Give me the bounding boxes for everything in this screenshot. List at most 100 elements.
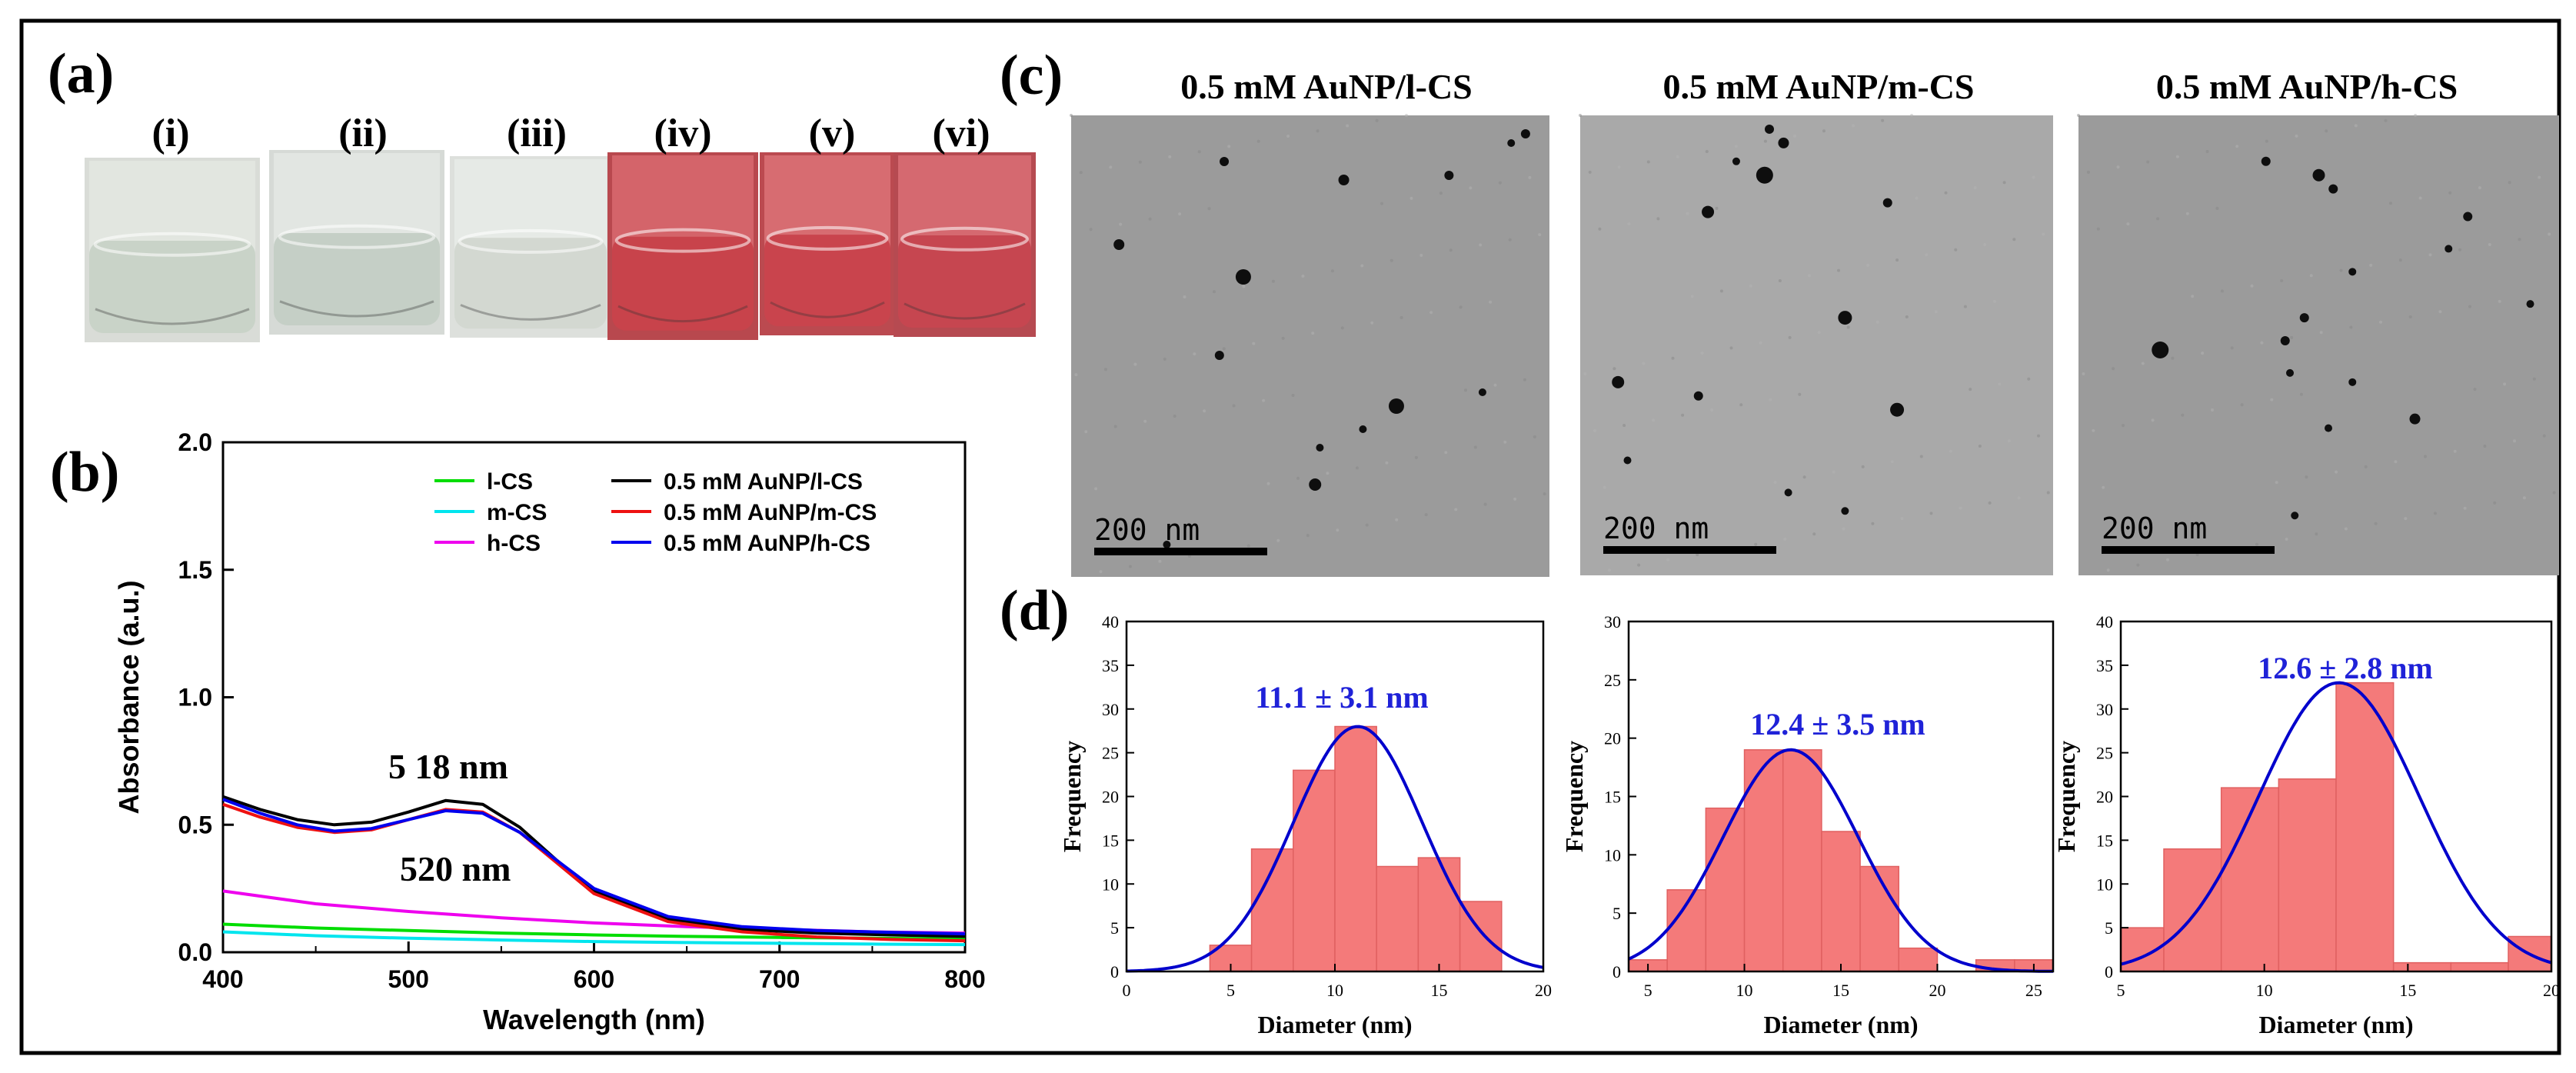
nanoparticle (2526, 300, 2534, 308)
tem-noise-grain (2309, 274, 2313, 278)
tem-noise-grain (1700, 352, 1704, 355)
histogram-bar (1705, 807, 1746, 972)
tem-noise-grain (2498, 299, 2501, 303)
tem-noise-grain (2478, 186, 2481, 190)
tem-noise-grain (1734, 145, 1738, 148)
tem-noise-grain (1875, 320, 1879, 324)
tem-noise-grain (2488, 243, 2491, 246)
tem-noise-grain (2037, 434, 2040, 438)
tem-noise-grain (2344, 527, 2348, 531)
tem-noise-grain (1666, 558, 1670, 561)
tem-noise-grain (1637, 563, 1641, 567)
tem-noise-grain (2126, 222, 2130, 226)
tem-noise-grain (1094, 487, 1098, 491)
tem-noise-grain (1852, 124, 1855, 128)
scale-bar-label: 200 nm (2102, 512, 2207, 545)
y-tick-label: 20 (1102, 788, 1119, 807)
x-tick-label: 25 (2025, 981, 2042, 1000)
x-tick-label: 20 (1535, 981, 1552, 1000)
x-axis-label: Diameter (nm) (1763, 1011, 1918, 1038)
histogram-1: 0 5 10 15 20 0 5 10 15 20 25 30 35 40 Diameter (nm) Fre… (1058, 612, 1552, 1038)
tem-noise-grain (2522, 496, 2526, 500)
tem-noise-grain (1286, 135, 1290, 138)
scale-bar-label: 200 nm (1603, 512, 1709, 545)
vial-liquid (612, 236, 754, 331)
nanoparticle (2445, 245, 2453, 253)
tem-noise-grain (1627, 222, 1631, 226)
x-tick-label: 15 (1431, 981, 1448, 1000)
y-tick-label: 35 (1102, 656, 1119, 675)
tem-noise-grain (1128, 565, 1132, 568)
tem-noise-grain (1252, 342, 1256, 345)
y-tick-label: 40 (1102, 612, 1119, 631)
tem-noise-grain (1983, 243, 1987, 246)
tem-noise-grain (1276, 538, 1280, 542)
tem-noise-grain (2398, 258, 2402, 262)
tem-noise-grain (1464, 388, 1467, 392)
mean-size-annotation: 11.1 ± 3.1 nm (1255, 680, 1428, 715)
tem-noise-grain (1429, 311, 1433, 315)
y-tick-label: 0 (1612, 962, 1621, 981)
tem-noise-grain (1617, 165, 1621, 169)
tem-noise-grain (2473, 388, 2477, 392)
tem-noise-grain (1773, 481, 1777, 485)
tem-noise-grain (2175, 155, 2179, 158)
tem-noise-grain (1788, 335, 1792, 339)
tem-noise-grain (1222, 347, 1226, 351)
x-axis-label: Diameter (nm) (1257, 1011, 1412, 1038)
tem-noise-grain (1099, 570, 1103, 574)
y-tick-label: 5 (1612, 904, 1621, 923)
tem-noise-grain (2424, 455, 2427, 458)
x-tick-label: 15 (2399, 981, 2416, 1000)
vial-label: (ii) (338, 112, 388, 155)
tem-noise-grain (1579, 114, 1582, 117)
tem-image-row: 200 nm 0.5 mM AuNP/l-CS 200 nm 0.5 mM AuNP/… (1070, 67, 2559, 577)
nanoparticle (2299, 313, 2309, 323)
tem-noise-grain (1739, 403, 1743, 407)
tem-noise-grain (1207, 207, 1211, 211)
tem-noise-grain (2086, 170, 2090, 174)
tem-noise-grain (2508, 181, 2511, 185)
tem-noise-grain (1895, 258, 1899, 262)
tem-noise-grain (1316, 129, 1320, 133)
tem-noise-grain (1281, 336, 1285, 340)
vial-bottom-edge (95, 308, 250, 325)
tem-noise-grain (2250, 284, 2254, 288)
tem-noise-grain (1533, 435, 1536, 438)
gaussian-fit-curve (1628, 748, 2053, 973)
tem-noise-grain (1503, 440, 1507, 444)
tem-noise-grain (1178, 212, 1182, 216)
tem-noise-grain (2027, 377, 2031, 381)
tem-noise-grain (1143, 419, 1147, 423)
tem-noise-grain (1793, 134, 1796, 138)
vial-label: (vi) (932, 112, 990, 155)
tem-noise-grain (1812, 532, 1816, 536)
tem-noise-grain (2211, 408, 2214, 412)
tem-noise-grain (1213, 290, 1216, 294)
tem-noise-grain (2349, 325, 2353, 329)
scale-bar (1603, 546, 1776, 554)
tem-noise-grain (2255, 542, 2258, 546)
tem-noise-grain (2082, 372, 2085, 375)
tem-noise-grain (1671, 356, 1675, 360)
tem-noise-grain (1729, 346, 1733, 350)
histogram-bar (1821, 831, 1861, 972)
tem-noise-grain (1513, 497, 1517, 501)
nanoparticle (1309, 478, 1322, 491)
y-tick-label: 1.0 (178, 684, 212, 711)
tem-noise-grain (2275, 481, 2278, 485)
y-tick-label: 20 (1604, 729, 1621, 748)
tem-noise-grain (1242, 285, 1246, 288)
tem-noise-grain (1715, 206, 1719, 210)
tem-noise-grain (1969, 388, 1972, 392)
tem-noise-grain (1336, 528, 1340, 532)
series-line-4 (222, 795, 966, 938)
tem-noise-grain (2112, 367, 2115, 371)
tem-noise-grain (1084, 430, 1088, 434)
tem-noise-grain (2325, 129, 2328, 133)
tem-noise-grain (1271, 279, 1275, 283)
tem-noise-grain (1469, 186, 1473, 190)
tem-noise-grain (1598, 227, 1602, 231)
tem-noise-grain (1508, 238, 1512, 242)
